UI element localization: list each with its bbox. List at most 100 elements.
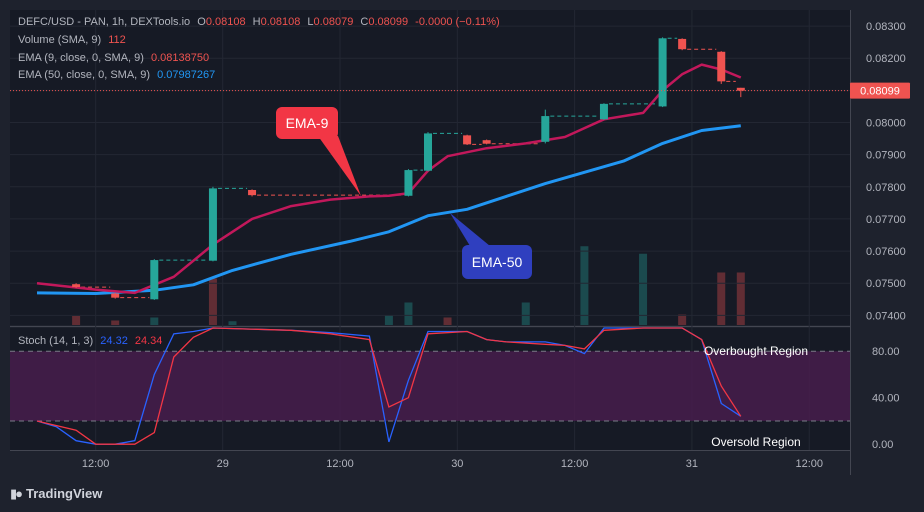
price-tick-label: 0.07500: [866, 278, 906, 290]
candle-body: [208, 188, 217, 261]
candle-body: [248, 190, 257, 196]
ema50-callout: EMA-50: [450, 213, 532, 279]
volume-bar: [404, 302, 413, 325]
candle-body: [111, 293, 120, 298]
candle-body: [482, 140, 491, 144]
volume-bar: [521, 302, 530, 325]
price-tick-label: 0.07900: [866, 150, 906, 162]
volume-bar: [150, 317, 159, 325]
stoch-tick-label: 40.00: [872, 393, 900, 405]
candle: [72, 283, 81, 289]
candle-body: [678, 38, 687, 50]
candle-body: [72, 284, 81, 288]
volume-legend[interactable]: Volume (SMA, 9) 112: [18, 34, 130, 46]
price-tick-label: 0.08000: [866, 118, 906, 130]
price-tick-label: 0.07800: [866, 182, 906, 194]
low-value: 0.08079: [313, 16, 354, 28]
price-tick-label: 0.08300: [866, 21, 906, 33]
tradingview-icon: ▮●: [10, 486, 23, 501]
volume-bar: [736, 272, 745, 325]
candle: [150, 259, 159, 300]
level-dashes: [81, 37, 736, 299]
price-axis[interactable]: 0.083000.082000.081000.080000.079000.078…: [866, 21, 906, 322]
volume-bars: [72, 246, 745, 325]
current-price-label: 0.08099: [860, 86, 900, 98]
volume-legend-value: 112: [108, 34, 126, 46]
volume-legend-label: Volume (SMA, 9): [18, 34, 102, 46]
time-tick-label: 12:00: [326, 458, 354, 470]
stoch-axis: 80.00 40.00 0.00: [872, 346, 900, 451]
ema9-legend[interactable]: EMA (9, close, 0, SMA, 9) 0.08138750: [18, 52, 213, 64]
stoch-d-line: [36, 327, 742, 445]
candle: [482, 139, 491, 145]
ema9-callout: EMA-9: [276, 107, 361, 196]
ema50-callout-text: EMA-50: [472, 254, 523, 270]
candles[interactable]: [72, 37, 745, 300]
volume-bar: [639, 253, 648, 325]
candle: [658, 37, 667, 108]
candle-body: [717, 51, 726, 82]
stoch-band: [10, 351, 850, 421]
low-label: L: [307, 16, 314, 28]
volume-bar: [717, 272, 726, 325]
tradingview-name: TradingView: [26, 486, 103, 501]
candle-body: [599, 103, 608, 120]
stoch-tick-label: 80.00: [872, 346, 900, 358]
candle: [111, 292, 120, 299]
stoch-d-value: 24.34: [134, 335, 163, 347]
volume-bar: [384, 315, 393, 325]
time-tick-label: 31: [686, 458, 698, 470]
ema9-legend-label: EMA (9, close, 0, SMA, 9): [18, 52, 144, 64]
candle-body: [658, 38, 667, 107]
stoch-tick-label: 0.00: [872, 439, 893, 451]
candle: [208, 186, 217, 262]
stoch-k-line: [36, 327, 742, 445]
time-tick-label: 12:00: [561, 458, 589, 470]
volume-bar: [228, 321, 237, 325]
candle: [717, 51, 726, 84]
candle: [541, 109, 550, 144]
volume-bar: [111, 320, 120, 325]
current-price-badge: [850, 82, 910, 99]
price-tick-label: 0.08200: [866, 53, 906, 65]
high-label: H: [252, 16, 261, 28]
ema50-legend-label: EMA (50, close, 0, SMA, 9): [18, 69, 151, 81]
candle-body: [424, 133, 432, 171]
candle-body: [463, 135, 472, 145]
stoch-legend[interactable]: Stoch (14, 1, 3) 24.32 24.34: [18, 335, 166, 347]
time-axis[interactable]: 12:00 29 12:00 30 12:00 31 12:00: [82, 458, 823, 470]
change-value: -0.0000 (−0.11%): [415, 16, 500, 28]
time-tick-label: 30: [451, 458, 463, 470]
candle-body: [150, 260, 159, 300]
overbought-label: Overbought Region: [704, 344, 808, 358]
candle: [736, 87, 745, 98]
ema9-callout-text: EMA-9: [286, 115, 329, 131]
tradingview-logo[interactable]: ▮● TradingView: [10, 486, 102, 502]
ema50-line: [36, 124, 741, 295]
ema50-path: [36, 124, 741, 295]
volume-bar: [208, 278, 217, 325]
time-tick-label: 12:00: [795, 458, 823, 470]
candle: [599, 103, 608, 120]
open-label: O: [197, 16, 206, 28]
price-tick-label: 0.07600: [866, 246, 906, 258]
price-tick-label: 0.07700: [866, 214, 906, 226]
candle-body: [736, 87, 745, 91]
candle-body: [541, 116, 550, 142]
ohlc-legend[interactable]: DEFC/USD - PAN, 1h, DEXTools.io O 0.08108…: [18, 16, 504, 28]
symbol-line: DEFC/USD - PAN, 1h, DEXTools.io: [18, 16, 191, 28]
oversold-label: Oversold Region: [711, 435, 800, 449]
ema50-legend-value: 0.07987267: [157, 69, 216, 81]
candle: [424, 132, 432, 172]
time-tick-label: 29: [217, 458, 229, 470]
volume-bar: [443, 317, 452, 325]
candle: [463, 134, 472, 145]
volume-bar: [678, 314, 687, 325]
price-tick-label: 0.07400: [866, 310, 906, 322]
high-value: 0.08108: [260, 16, 301, 28]
candle: [248, 189, 257, 197]
close-label: C: [360, 16, 369, 28]
ema50-legend[interactable]: EMA (50, close, 0, SMA, 9) 0.07987267: [18, 69, 219, 81]
volume-bar: [580, 246, 589, 325]
stoch-k-value: 24.32: [100, 335, 128, 347]
